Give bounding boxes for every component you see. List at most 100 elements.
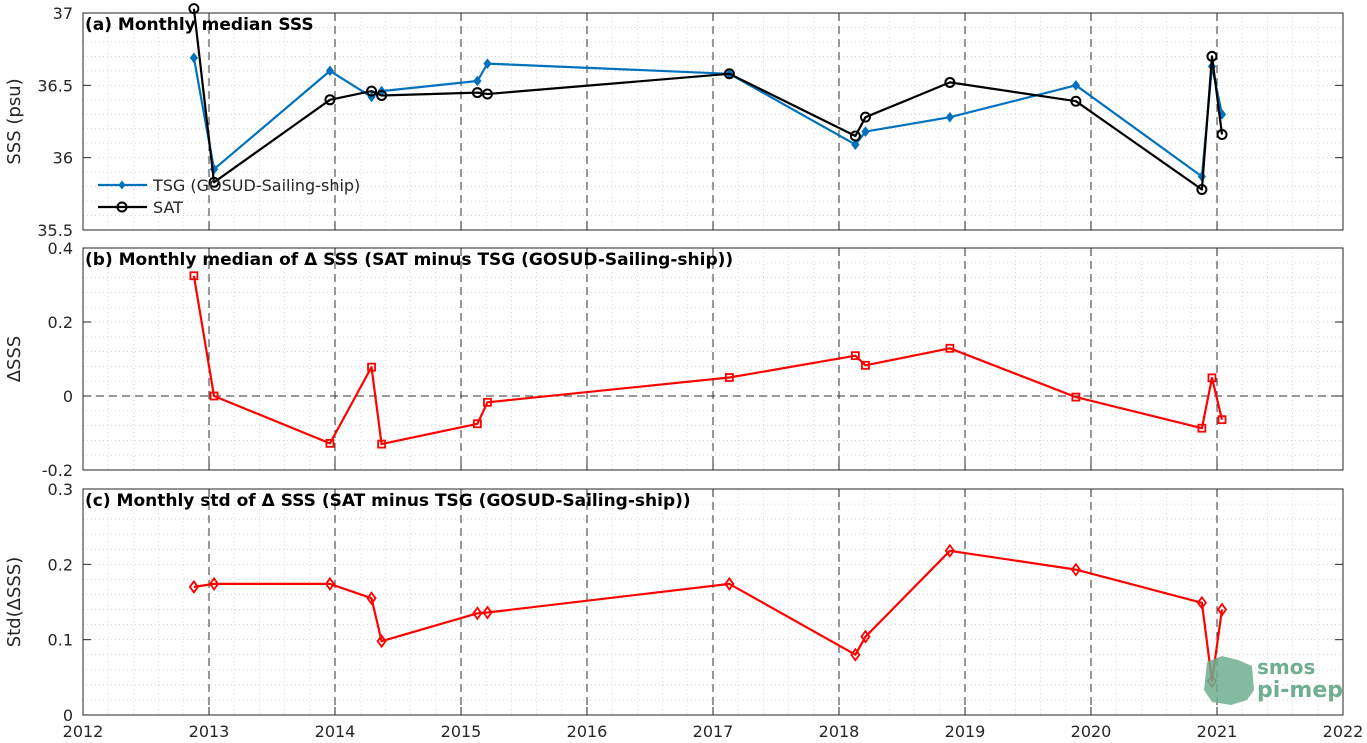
data-point xyxy=(188,579,199,594)
data-point xyxy=(376,634,387,649)
data-point xyxy=(1071,80,1081,91)
series-line xyxy=(192,275,1224,446)
data-point xyxy=(850,351,860,361)
y-tick-label: 0.2 xyxy=(48,555,73,574)
y-axis-label: ΔSSS xyxy=(4,336,25,383)
data-point xyxy=(189,52,199,64)
legend-label: TSG (GOSUD-Sailing-ship) xyxy=(152,176,360,195)
y-tick-label: 36 xyxy=(53,149,73,168)
data-point xyxy=(1207,373,1217,383)
y-tick-label: 0.3 xyxy=(48,480,73,499)
data-point xyxy=(325,65,335,77)
data-point xyxy=(1217,415,1227,425)
legend-marker xyxy=(118,180,126,190)
data-point xyxy=(208,176,220,188)
data-point xyxy=(472,606,483,621)
data-point xyxy=(482,605,493,620)
data-point xyxy=(366,85,378,97)
minor-grid xyxy=(83,13,1343,230)
data-point xyxy=(1070,95,1082,107)
data-point xyxy=(1216,602,1228,617)
year-gridlines xyxy=(208,248,1218,470)
x-tick-label: 2013 xyxy=(189,722,230,741)
series-line xyxy=(192,8,1224,191)
legend-label: SAT xyxy=(153,198,183,217)
minor-grid xyxy=(83,489,1343,715)
data-point xyxy=(188,3,200,15)
data-point xyxy=(861,126,870,137)
data-point xyxy=(1070,562,1081,577)
data-point xyxy=(723,68,735,80)
data-point xyxy=(724,576,735,591)
panel-title: (b) Monthly median of Δ SSS (SAT minus T… xyxy=(85,250,733,270)
data-point xyxy=(481,88,493,100)
panel-a-monthly-median-sss: 35.5 36 36.5 37 SSS (psu) (a) Monthly median … xyxy=(4,3,1344,240)
x-tick-label: 2015 xyxy=(441,722,482,741)
data-point xyxy=(724,373,734,382)
series-line xyxy=(193,549,1224,683)
y-tick-label: 36.5 xyxy=(37,76,73,95)
data-point xyxy=(472,419,482,429)
year-gridlines xyxy=(208,13,1218,230)
x-tick-label: 2012 xyxy=(63,722,104,741)
data-point xyxy=(859,111,871,123)
data-point xyxy=(851,139,860,150)
data-point xyxy=(944,76,956,88)
panel-c-std-delta-sss: 0 0.1 0.2 0.3 2012 2013 2014 2015 2016 2017 2018 20… xyxy=(4,480,1363,741)
data-point xyxy=(1196,595,1207,610)
data-point xyxy=(209,391,219,401)
x-tick-label: 2021 xyxy=(1197,722,1238,741)
panel-b-delta-sss: -0.2 0 0.2 0.4 ΔSSS (b) Monthly median of Δ S… xyxy=(4,239,1344,480)
data-point xyxy=(861,360,870,370)
data-point xyxy=(208,576,220,591)
x-tick-label: 2018 xyxy=(819,722,860,741)
y-tick-label: 0.1 xyxy=(48,631,73,650)
data-point xyxy=(849,130,861,142)
y-axis-label: SSS (psu) xyxy=(4,78,25,164)
data-point xyxy=(483,397,492,407)
data-point xyxy=(1196,183,1208,195)
data-point xyxy=(325,438,335,448)
data-point xyxy=(1071,392,1081,402)
x-tick-label: 2022 xyxy=(1323,722,1364,741)
x-tick-label: 2014 xyxy=(315,722,356,741)
data-point xyxy=(189,271,199,281)
logo-text-pi-mep: pi-mep xyxy=(1257,678,1343,703)
data-point xyxy=(1197,423,1207,433)
y-tick-label: 0.2 xyxy=(48,313,73,332)
x-tick-label: 2019 xyxy=(945,722,986,741)
logo-mark xyxy=(1204,656,1254,705)
data-point xyxy=(473,75,482,87)
minor-grid xyxy=(83,248,1343,470)
data-point xyxy=(324,576,336,591)
data-point xyxy=(366,591,377,606)
y-tick-label: -0.2 xyxy=(42,461,73,480)
x-tick-label: 2017 xyxy=(693,722,734,741)
panel-title: (c) Monthly std of Δ SSS (SAT minus TSG … xyxy=(85,491,691,511)
data-point xyxy=(944,543,955,558)
panel-title: (a) Monthly median SSS xyxy=(85,15,314,35)
data-point xyxy=(483,58,492,69)
logo-text-smos: smos xyxy=(1257,655,1315,679)
legend: TSG (GOSUD-Sailing-ship) SAT xyxy=(98,176,360,217)
data-point xyxy=(376,89,388,101)
data-point xyxy=(945,343,955,353)
x-tick-label: 2016 xyxy=(567,722,608,741)
data-point xyxy=(1216,129,1228,141)
x-tick-label: 2020 xyxy=(1071,722,1112,741)
data-point xyxy=(367,362,376,372)
data-point xyxy=(324,94,336,106)
y-tick-label: 0 xyxy=(63,387,73,406)
smos-pi-mep-logo: smos pi-mep xyxy=(1204,655,1343,705)
data-point xyxy=(377,439,387,449)
data-point xyxy=(945,111,955,123)
data-point xyxy=(860,629,871,644)
data-point xyxy=(850,647,861,662)
y-tick-label: 35.5 xyxy=(37,221,73,240)
y-tick-label: 37 xyxy=(53,4,73,23)
legend-marker xyxy=(116,201,128,213)
y-tick-label: 0.4 xyxy=(48,239,73,258)
y-axis-label: Std(ΔSSS) xyxy=(4,557,25,648)
y-tick-label: 0 xyxy=(63,706,73,725)
